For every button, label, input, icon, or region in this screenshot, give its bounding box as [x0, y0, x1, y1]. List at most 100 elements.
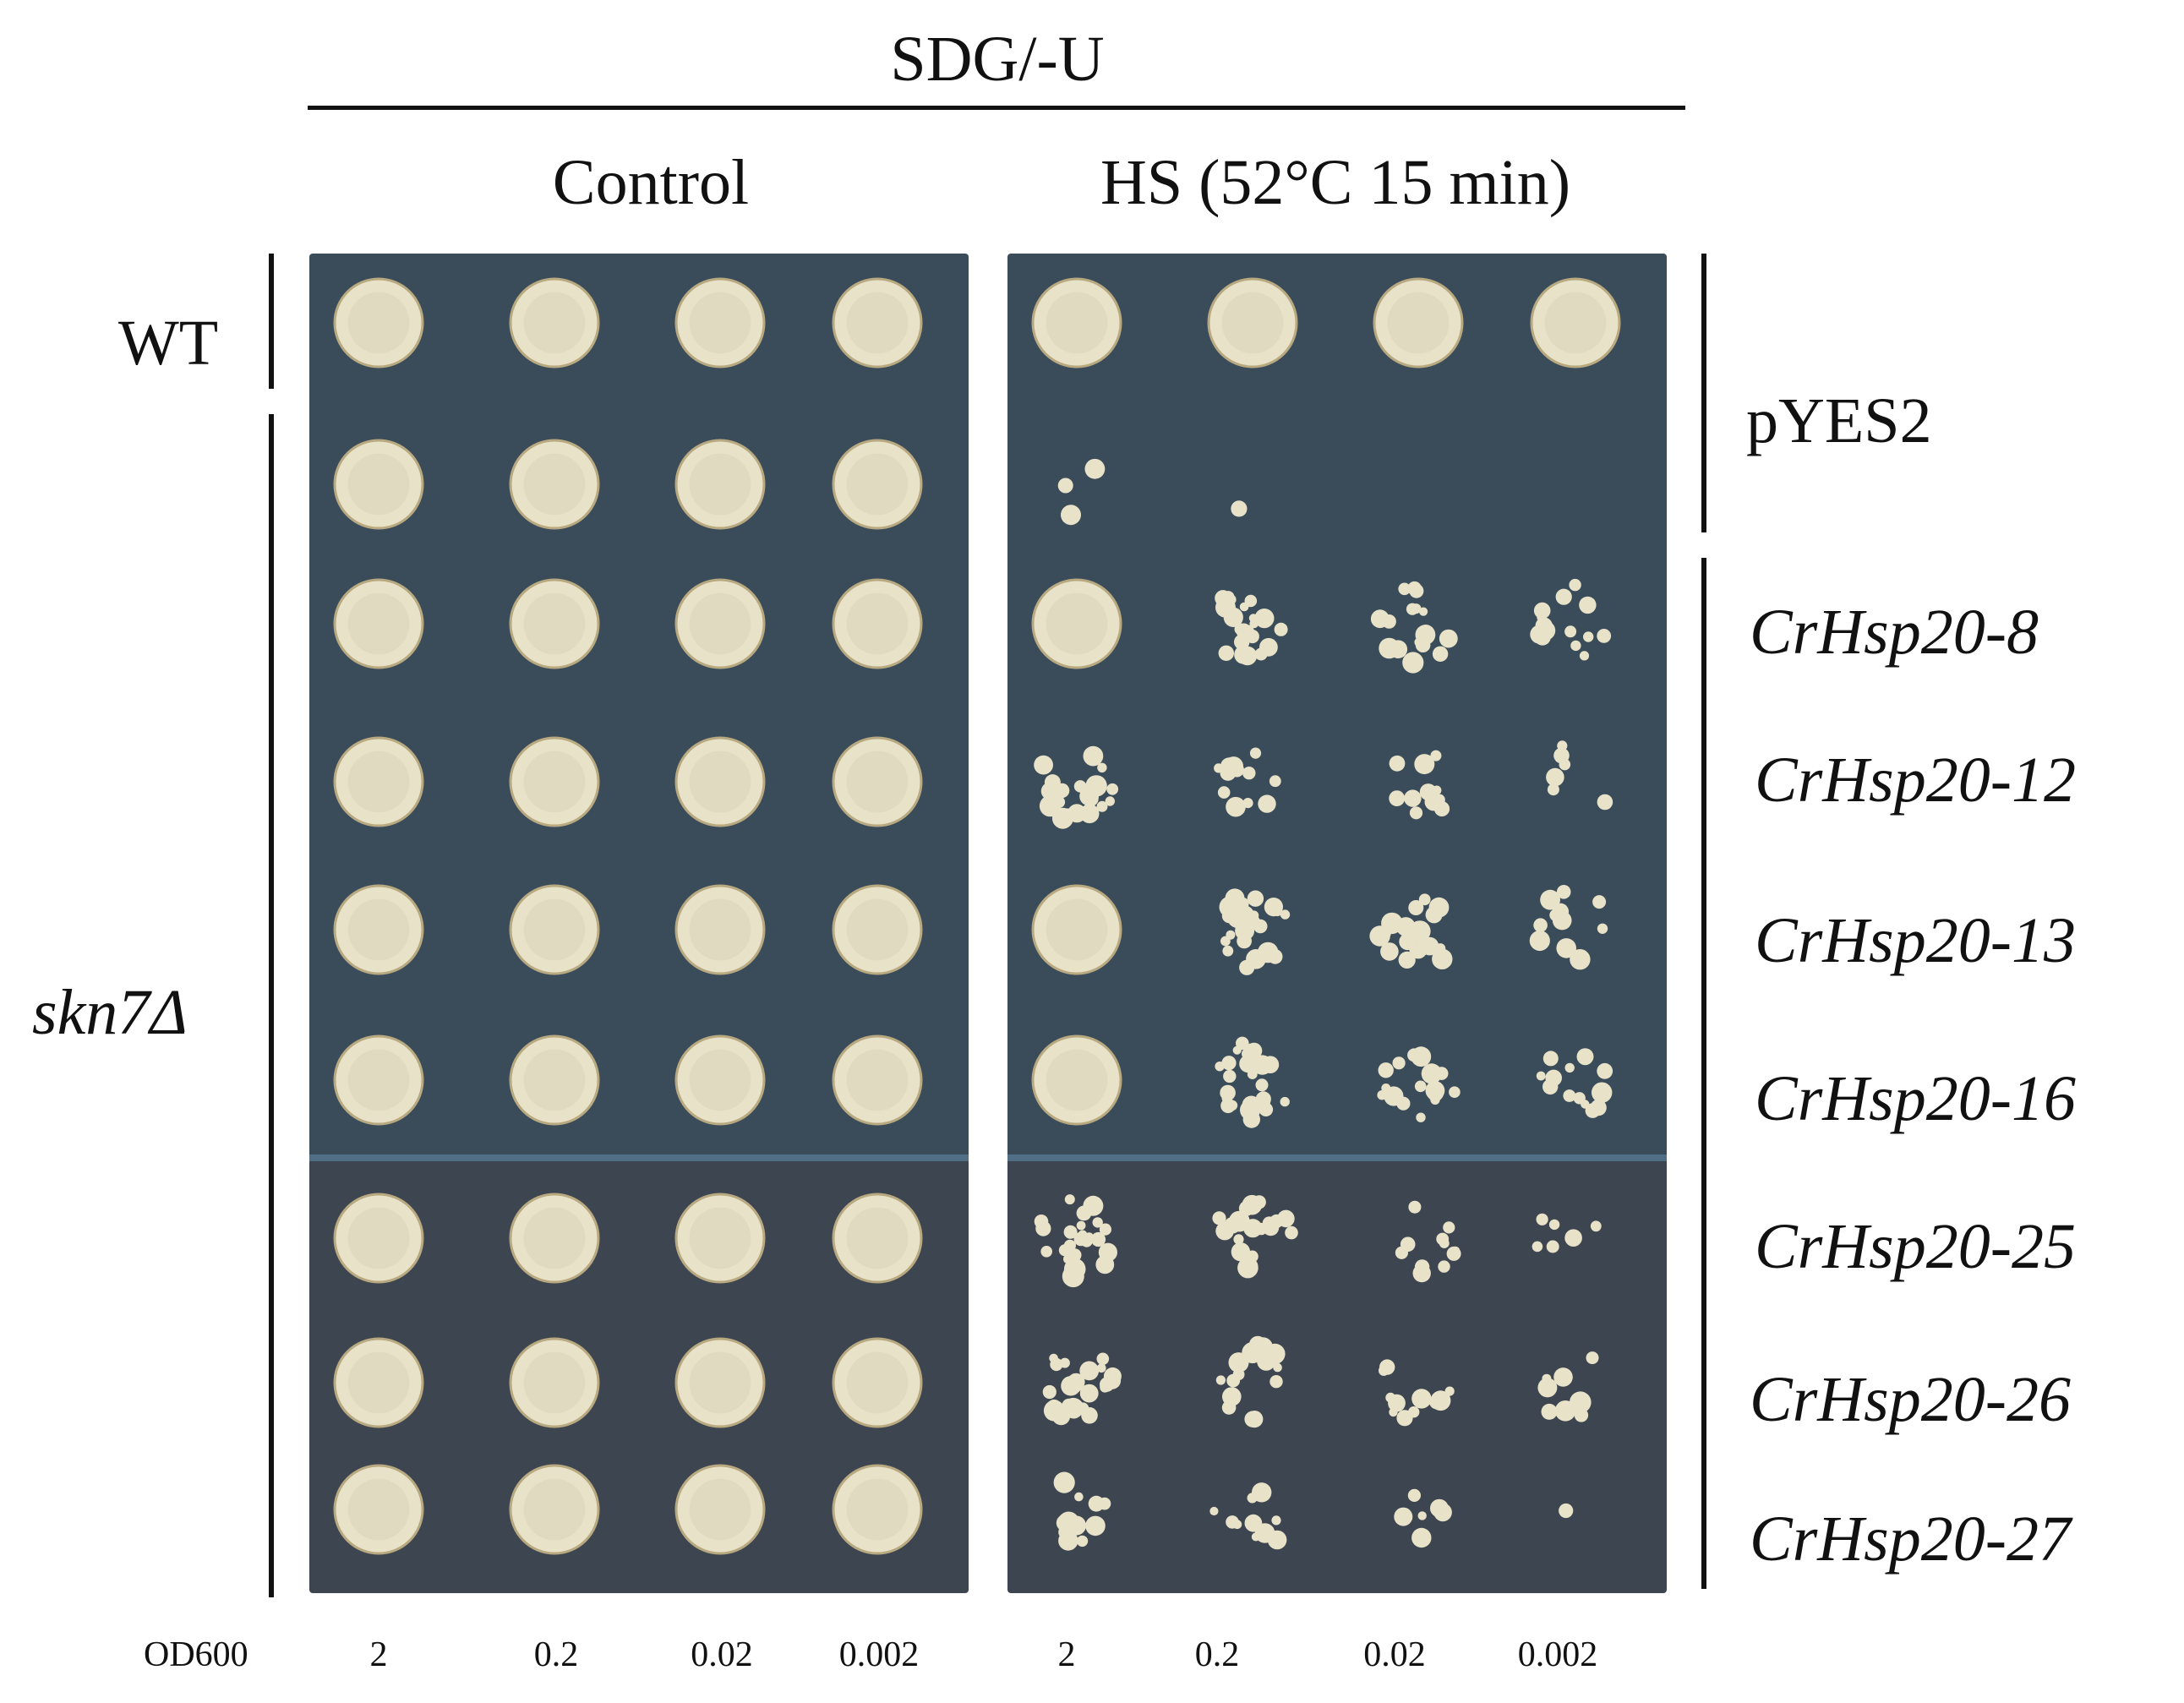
single-colony — [1239, 602, 1249, 612]
colony-spot-center — [1046, 592, 1108, 655]
single-colony — [1100, 1382, 1111, 1393]
constructs-bracket — [1701, 558, 1706, 1589]
single-colony — [1433, 794, 1445, 806]
hs-header: HS (52°C 15 min) — [1100, 147, 1571, 218]
colony-spot-center — [689, 898, 751, 961]
single-colony — [1246, 949, 1266, 969]
dilution-label: 0.002 — [1517, 1635, 1598, 1674]
single-colony — [1411, 1527, 1432, 1548]
colony-spot-center — [347, 1207, 410, 1269]
construct-label: CrHsp20-27 — [1750, 1504, 2072, 1575]
single-colony — [1570, 640, 1581, 652]
single-colony — [1226, 906, 1249, 929]
plate-upper-section — [309, 254, 969, 1160]
single-colony — [1209, 1506, 1219, 1516]
single-colony — [1590, 1220, 1602, 1232]
single-colony — [1547, 783, 1559, 796]
construct-label: CrHsp20-13 — [1755, 905, 2077, 976]
single-colony — [1432, 646, 1449, 662]
single-colony — [1380, 942, 1399, 961]
single-colony — [1220, 936, 1231, 947]
single-colony — [1212, 1211, 1226, 1225]
colony-spot-center — [523, 751, 586, 813]
single-colony — [1411, 1389, 1432, 1409]
single-colony — [1226, 796, 1246, 817]
colony-spot-center — [523, 292, 586, 354]
colony-spot-center — [1221, 292, 1284, 354]
dilution-label: 2 — [1057, 1635, 1076, 1674]
single-colony — [1269, 1375, 1283, 1389]
single-colony — [1533, 918, 1548, 932]
single-colony — [1439, 629, 1458, 648]
wt-bracket — [269, 254, 274, 389]
colony-spot-center — [1046, 1049, 1108, 1111]
single-colony — [1446, 1246, 1461, 1261]
single-colony — [1597, 794, 1613, 811]
control-plate — [309, 254, 969, 1593]
single-colony — [1223, 1069, 1237, 1083]
single-colony — [1271, 1515, 1281, 1526]
construct-label: CrHsp20-8 — [1750, 597, 2039, 668]
single-colony — [1530, 625, 1549, 644]
single-colony — [1408, 1200, 1422, 1214]
single-colony — [1066, 1515, 1086, 1536]
single-colony — [1057, 478, 1073, 494]
single-colony — [1098, 1242, 1117, 1262]
single-colony — [1247, 1069, 1258, 1079]
single-colony — [1569, 578, 1581, 592]
single-colony — [1406, 603, 1419, 615]
colony-spot-center — [347, 292, 410, 354]
single-colony — [1421, 1063, 1442, 1084]
single-colony — [1449, 1086, 1461, 1098]
single-colony — [1226, 1515, 1239, 1529]
single-colony — [1043, 1400, 1065, 1422]
single-colony — [1411, 1046, 1432, 1067]
single-colony — [1264, 1343, 1286, 1364]
single-colony — [1228, 1210, 1250, 1232]
single-colony — [1096, 1352, 1110, 1366]
single-colony — [1579, 651, 1590, 661]
colony-spot-center — [523, 453, 586, 516]
single-colony — [1246, 1411, 1264, 1428]
single-colony — [1242, 767, 1256, 780]
dilution-label: 0.2 — [533, 1635, 579, 1674]
single-colony — [1085, 775, 1107, 797]
single-colony — [1255, 1222, 1268, 1236]
single-colony — [1552, 903, 1570, 920]
single-colony — [1417, 625, 1435, 643]
single-colony — [1416, 1112, 1426, 1122]
colony-spot-center — [846, 592, 909, 655]
single-colony — [1533, 602, 1551, 620]
dilution-label: 0.02 — [1363, 1635, 1426, 1674]
construct-label: CrHsp20-25 — [1755, 1211, 2077, 1282]
single-colony — [1398, 582, 1411, 596]
single-colony — [1088, 1495, 1105, 1512]
single-colony — [1222, 945, 1234, 957]
construct-label: CrHsp20-16 — [1755, 1063, 2077, 1134]
single-colony — [1236, 623, 1252, 639]
single-colony — [1220, 1084, 1236, 1101]
single-colony — [1034, 755, 1053, 775]
single-colony — [1542, 1051, 1559, 1067]
colony-spot-center — [846, 453, 909, 516]
single-colony — [1258, 794, 1276, 813]
dilution-label: 0.002 — [838, 1635, 920, 1674]
single-colony — [1052, 795, 1066, 809]
single-colony — [1537, 1378, 1558, 1398]
single-colony — [1532, 1241, 1543, 1253]
single-colony — [1215, 597, 1236, 618]
mutant-bracket — [269, 414, 274, 1597]
single-colony — [1414, 1259, 1430, 1275]
single-colony — [1425, 1081, 1445, 1100]
single-colony — [1061, 505, 1081, 526]
single-colony — [1079, 1361, 1100, 1381]
single-colony — [1261, 1056, 1280, 1073]
single-colony — [1597, 629, 1612, 643]
single-colony — [1408, 1406, 1420, 1418]
colony-spot-center — [846, 751, 909, 813]
colony-spot-center — [846, 1049, 909, 1111]
control-header: Control — [552, 147, 750, 218]
single-colony — [1034, 1214, 1049, 1229]
colony-spot-center — [846, 898, 909, 961]
single-colony — [1058, 1531, 1078, 1551]
